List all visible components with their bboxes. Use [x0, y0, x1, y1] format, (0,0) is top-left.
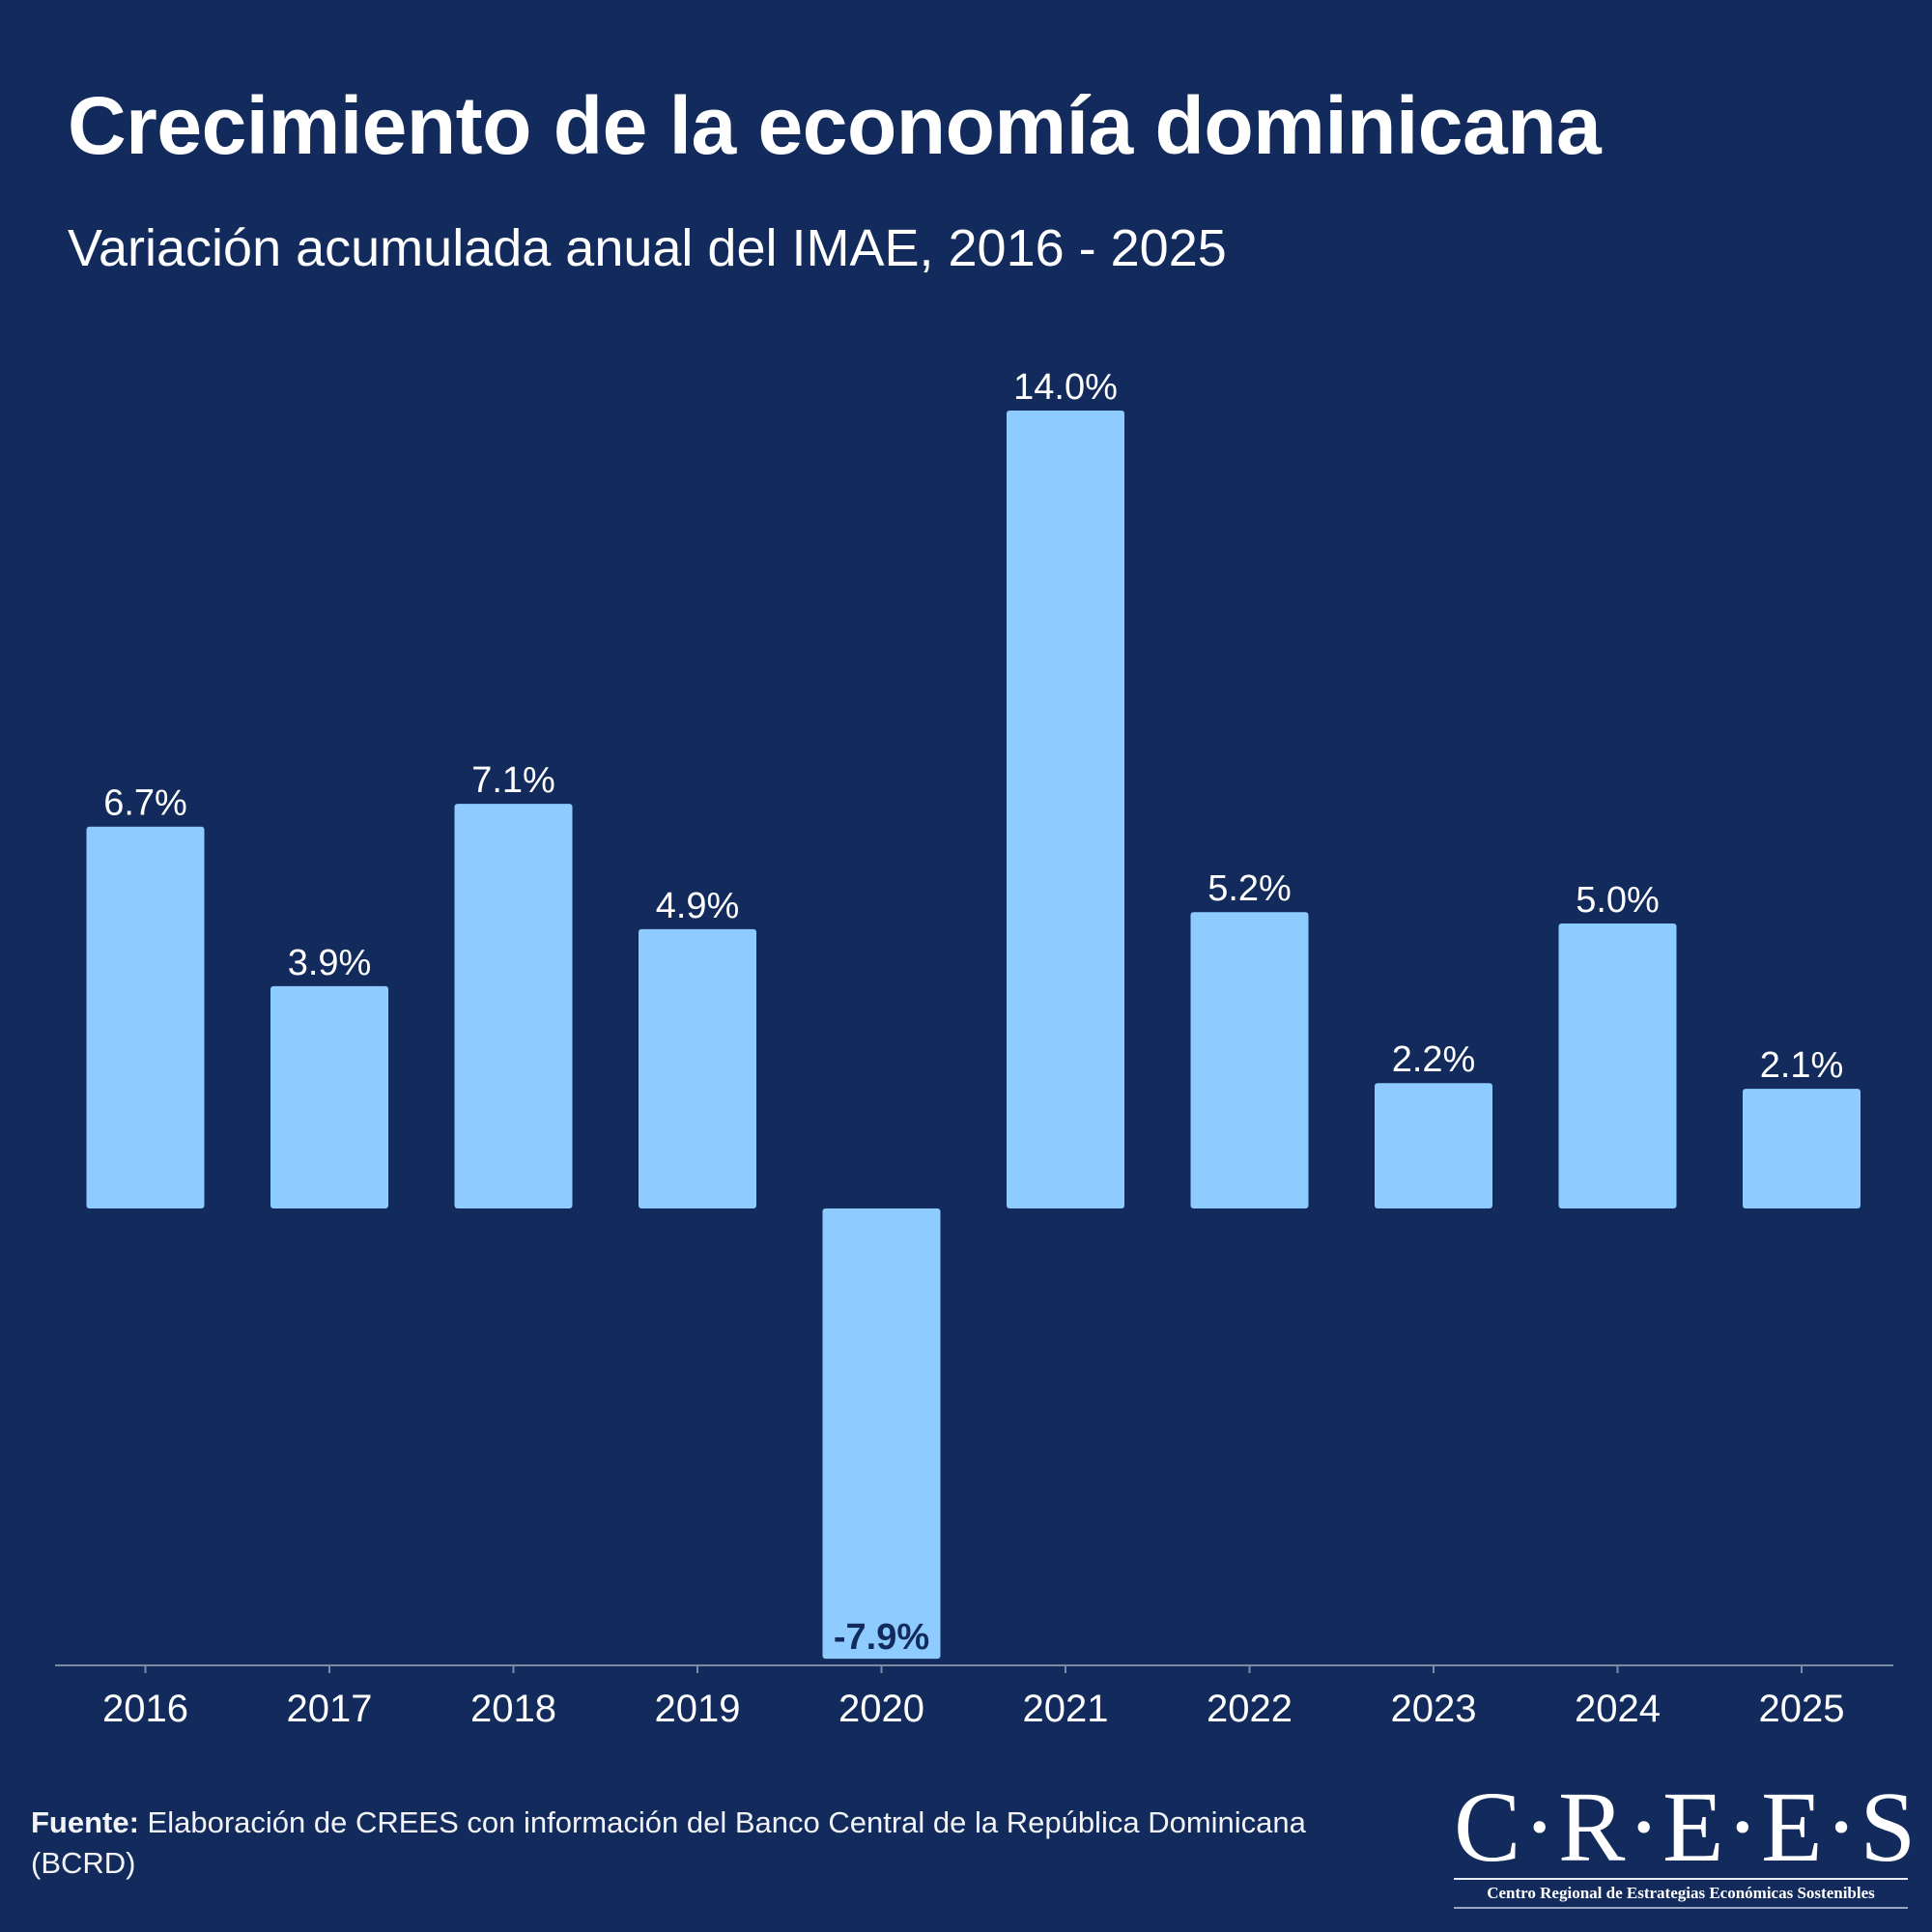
logo-divider: [1454, 1907, 1908, 1909]
bar-2024: [1558, 923, 1677, 1208]
x-tick-label: 2018: [470, 1688, 556, 1730]
x-tick-label: 2025: [1759, 1688, 1845, 1730]
x-tick-label: 2019: [655, 1688, 741, 1730]
x-tick-label: 2021: [1023, 1688, 1109, 1730]
bar-2021: [1007, 411, 1124, 1208]
bar-2018: [454, 804, 573, 1208]
source-note: Fuente: Elaboración de CREES con informa…: [31, 1803, 1383, 1884]
data-label: 6.7%: [103, 783, 187, 824]
chart-subtitle: Variación acumulada anual del IMAE, 2016…: [68, 219, 1227, 277]
x-tick-label: 2016: [102, 1688, 188, 1730]
bar-2023: [1375, 1083, 1492, 1208]
x-tick-label: 2022: [1207, 1688, 1293, 1730]
source-text: Elaboración de CREES con información del…: [31, 1805, 1306, 1880]
source-label: Fuente:: [31, 1805, 139, 1839]
x-tick-label: 2024: [1575, 1688, 1661, 1730]
data-label: 2.1%: [1760, 1045, 1844, 1086]
bar-2020: [822, 1208, 941, 1660]
data-label: 4.9%: [656, 886, 740, 926]
x-tick-label: 2020: [838, 1688, 924, 1730]
crees-logo: C·R·E·E·S Centro Regional de Estrategias…: [1454, 1772, 1918, 1911]
bar-2019: [639, 928, 756, 1208]
bar-2016: [86, 826, 205, 1208]
x-tick-label: 2017: [287, 1688, 373, 1730]
bar-2017: [270, 985, 388, 1208]
data-label: 7.1%: [471, 760, 555, 801]
data-label: 5.0%: [1576, 880, 1660, 921]
chart-title: Crecimiento de la economía dominicana: [68, 80, 1602, 171]
bar-2022: [1190, 912, 1309, 1208]
logo-mark: C·R·E·E·S: [1454, 1772, 1918, 1883]
data-label: -7.9%: [834, 1617, 929, 1658]
data-label: 5.2%: [1208, 868, 1292, 909]
bar-2025: [1743, 1089, 1861, 1208]
data-label: 2.2%: [1392, 1039, 1476, 1080]
logo-tagline: Centro Regional de Estrategias Económica…: [1487, 1884, 1875, 1902]
x-tick-label: 2023: [1391, 1688, 1477, 1730]
data-label: 14.0%: [1013, 367, 1118, 408]
logo-divider: [1454, 1878, 1908, 1880]
data-label: 3.9%: [288, 943, 372, 983]
